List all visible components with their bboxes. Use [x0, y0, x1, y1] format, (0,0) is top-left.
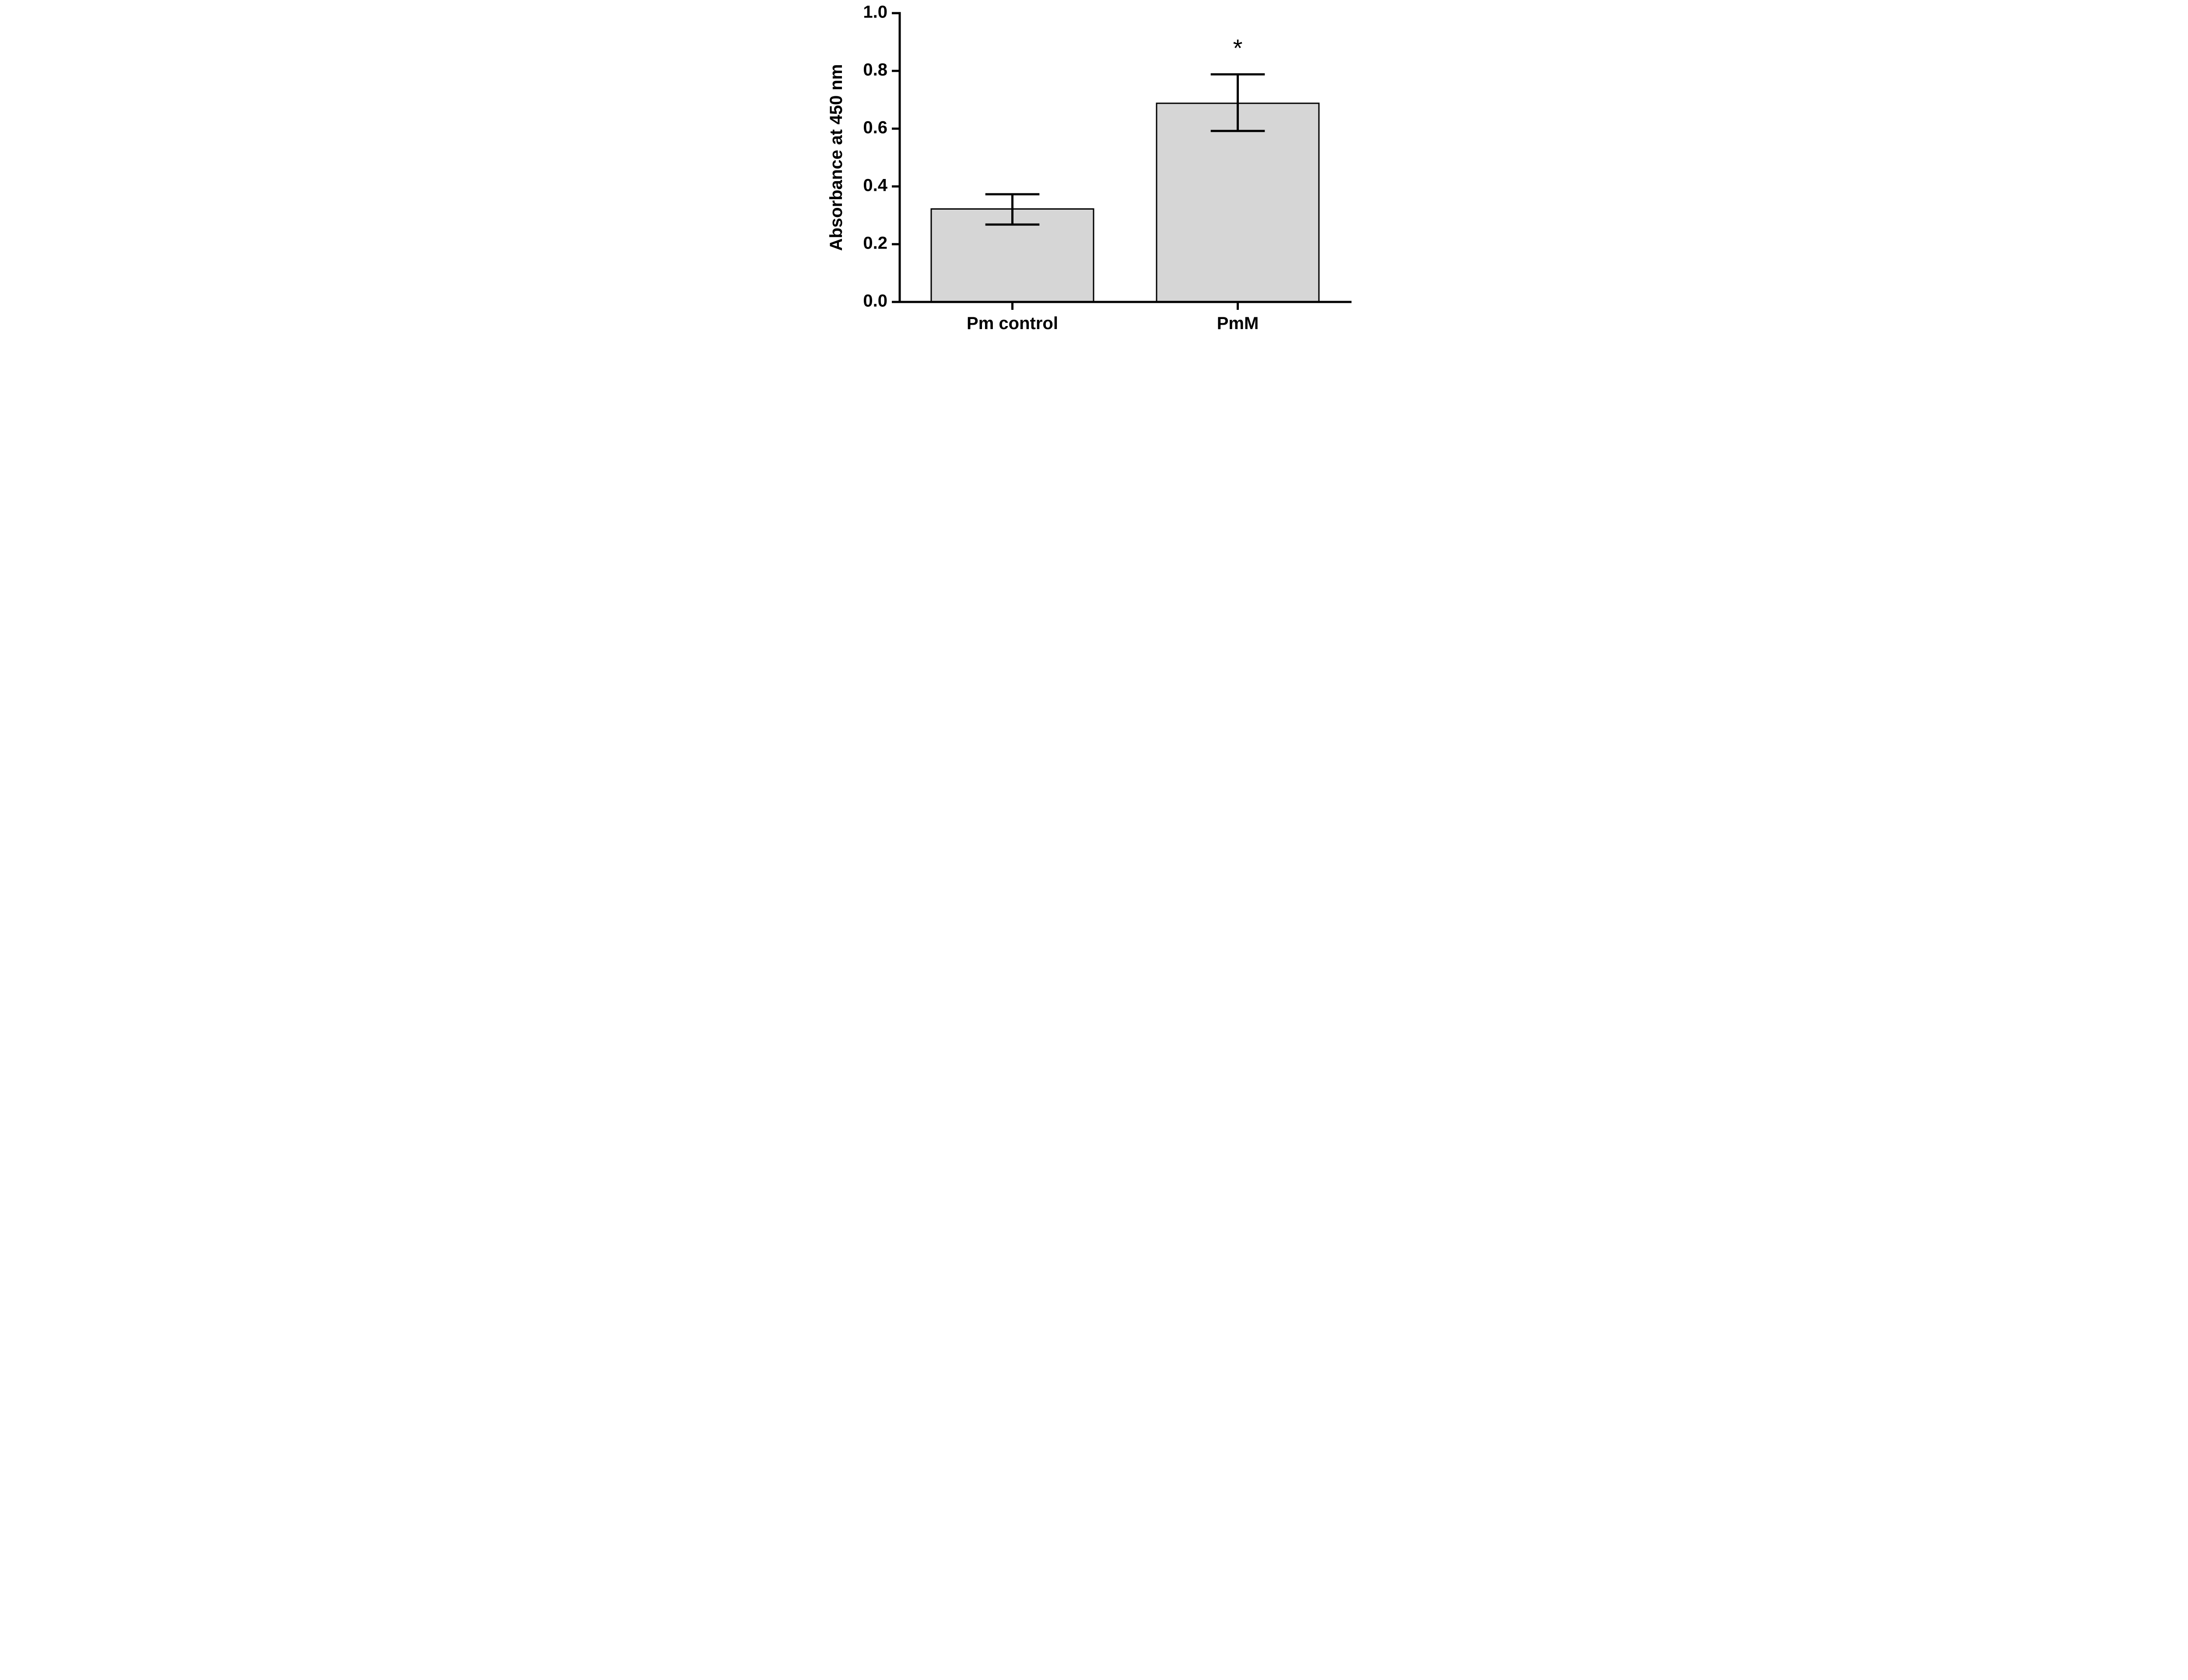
y-tick-label: 0.6 — [863, 118, 887, 137]
y-tick-label: 0.0 — [863, 291, 887, 311]
x-tick-label: PmM — [1217, 314, 1259, 333]
chart-svg: * 0.0 0.2 0.4 0.6 0.8 1.0 Pm control PmM Absorban… — [825, 0, 1363, 336]
y-tick-label: 0.2 — [863, 234, 887, 253]
y-tick-label: 1.0 — [863, 3, 887, 22]
x-tick-label: Pm control — [967, 314, 1058, 333]
bar-pmm — [1157, 103, 1319, 302]
y-tick-label: 0.8 — [863, 60, 887, 80]
bar-chart: * 0.0 0.2 0.4 0.6 0.8 1.0 Pm control PmM Absorban… — [825, 0, 1363, 336]
significance-marker: * — [1233, 34, 1243, 62]
y-axis-label: Absorbance at 450 nm — [827, 64, 846, 251]
y-tick-label: 0.4 — [863, 176, 887, 195]
